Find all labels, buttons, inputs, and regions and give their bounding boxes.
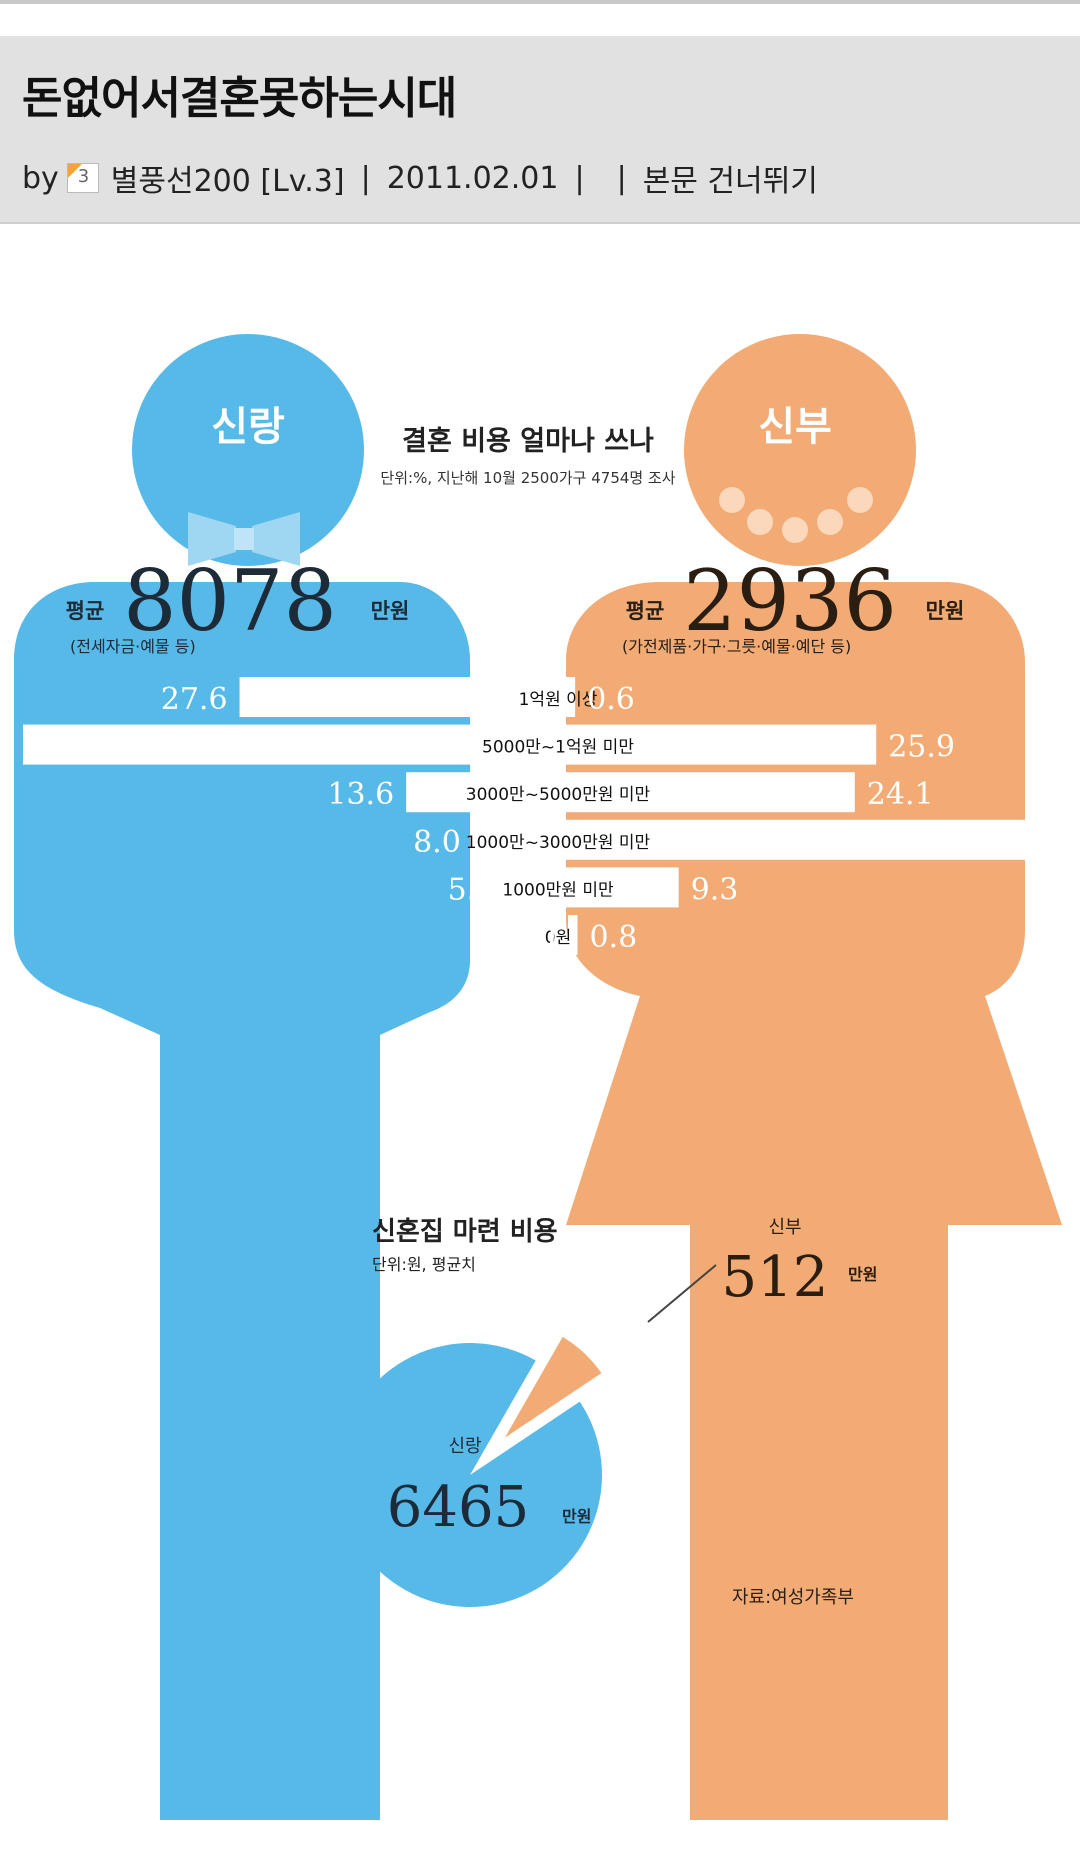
bride-bar xyxy=(568,772,855,813)
pie-bride-unit: 만원 xyxy=(848,1265,877,1284)
post-title: 돈없어서결혼못하는시대 xyxy=(22,73,457,124)
bride-value-label: 0.6 xyxy=(587,682,635,717)
source-note: 자료:여성가족부 xyxy=(732,1587,854,1608)
separator: | xyxy=(574,160,585,196)
bride-average-unit: 만원 xyxy=(926,599,965,623)
bride-body xyxy=(566,582,1062,1820)
category-label: 1000만~3000만원 미만 xyxy=(466,833,651,853)
bride-value-label: 25.9 xyxy=(888,730,955,765)
pie-groom-slice xyxy=(337,1342,602,1607)
bride-value-label: 39.2 xyxy=(1046,825,1080,860)
by-label: by xyxy=(22,160,59,196)
pie-groom-value: 6465 xyxy=(387,1475,530,1540)
pie-bride-label: 신부 xyxy=(768,1217,801,1238)
category-label: 3000만~5000만원 미만 xyxy=(466,785,651,805)
groom-bar xyxy=(507,867,568,908)
groom-bar xyxy=(22,724,569,765)
bride-bar xyxy=(568,867,679,908)
groom-average-note: (전세자금·예물 등) xyxy=(70,637,196,656)
bride-bar xyxy=(568,677,576,717)
necklace-icon xyxy=(719,487,873,543)
bride-figure xyxy=(566,334,1062,1820)
pie-bride-value: 512 xyxy=(722,1245,829,1310)
category-label: 1000만원 미만 xyxy=(502,880,614,900)
post-date: 2011.02.01 xyxy=(386,160,559,196)
pie-groom-label: 신랑 xyxy=(448,1436,481,1457)
housing-pie-chart xyxy=(337,1328,610,1607)
groom-average-value: 8078 xyxy=(123,552,337,650)
bride-label: 신부 xyxy=(758,404,832,450)
groom-body xyxy=(14,582,470,1820)
category-label: 5000만~1억원 미만 xyxy=(482,738,634,758)
groom-bar xyxy=(406,772,568,813)
level-3-badge-icon: 3 xyxy=(66,163,99,193)
housing-title: 신혼집 마련 비용 xyxy=(372,1217,558,1247)
groom-bar xyxy=(239,677,568,717)
bar-chart: 1억원 이상 27.6 0.6 5000만~1억원 미만 45.8 25.9 3000만~5… xyxy=(0,677,1080,955)
pie-bride-slice xyxy=(493,1328,610,1450)
bowtie-icon xyxy=(188,512,300,566)
top-divider xyxy=(0,0,1080,4)
post-meta: by 3 별풍선200 [Lv.3] | 2011.02.01 | | 본문 건… xyxy=(22,156,818,200)
groom-value-label: 45.8 xyxy=(0,730,11,765)
bride-average-note: (가전제품·가구·그릇·예물·예단 등) xyxy=(622,637,851,656)
pie-bride-leader-line xyxy=(647,1264,717,1323)
bride-bar xyxy=(568,724,877,765)
groom-value-label: 0 xyxy=(537,920,556,955)
bride-value-label: 9.3 xyxy=(691,872,739,907)
groom-label: 신랑 xyxy=(211,404,285,450)
groom-value-label: 5.1 xyxy=(448,872,496,907)
groom-bar xyxy=(472,819,568,860)
separator: | xyxy=(616,160,627,196)
chart-subtitle: 단위:%, 지난해 10월 2500가구 4754명 조사 xyxy=(380,469,675,487)
groom-value-label: 8.0 xyxy=(413,825,461,860)
category-label: 0원 xyxy=(545,928,571,948)
separator: | xyxy=(360,160,371,196)
post-header: 돈없어서결혼못하는시대 by 3 별풍선200 [Lv.3] | 2011.02… xyxy=(0,36,1080,224)
chart-title: 결혼 비용 얼마나 쓰나 xyxy=(402,426,654,457)
skip-to-content-link[interactable]: 본문 건너뛰기 xyxy=(642,164,818,199)
author-link[interactable]: 별풍선200 [Lv.3] xyxy=(110,164,345,199)
bride-value-label: 0.8 xyxy=(590,920,638,955)
pie-groom-unit: 만원 xyxy=(562,1507,591,1526)
infographic: 신랑 신부 결혼 비용 얼마나 쓰나 단위:%, 지난해 10월 2500가구 … xyxy=(0,300,1080,1868)
bride-value-label: 24.1 xyxy=(867,777,934,812)
groom-value-label: 27.6 xyxy=(161,682,228,717)
infographic-canvas: 신랑 신부 결혼 비용 얼마나 쓰나 단위:%, 지난해 10월 2500가구 … xyxy=(0,334,1080,1820)
groom-value-label: 13.6 xyxy=(327,777,394,812)
bride-bar xyxy=(568,915,578,955)
bride-average-value: 2936 xyxy=(683,552,897,650)
housing-subtitle: 단위:원, 평균치 xyxy=(372,1255,476,1274)
groom-average-unit: 만원 xyxy=(371,599,410,623)
category-label: 1억원 이상 xyxy=(519,690,598,710)
bride-bar xyxy=(568,819,1035,860)
bride-average-label: 평균 xyxy=(626,599,665,623)
groom-head xyxy=(132,334,364,566)
groom-average-label: 평균 xyxy=(66,599,105,623)
